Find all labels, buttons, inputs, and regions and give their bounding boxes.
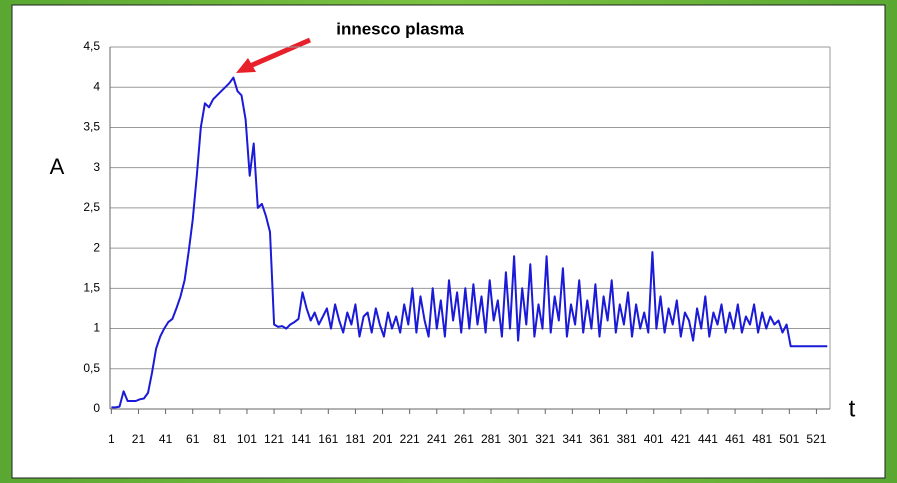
x-tick-label: 401 — [644, 432, 664, 446]
y-tick-label: 4 — [93, 79, 100, 93]
y-tick-label: 4,5 — [83, 39, 100, 53]
y-tick-label: 0,5 — [83, 361, 100, 375]
x-tick-label: 21 — [132, 432, 146, 446]
x-tick-label: 501 — [779, 432, 799, 446]
y-tick-label: 1,5 — [83, 281, 100, 295]
x-tick-label: 421 — [671, 432, 691, 446]
x-tick-label: 41 — [159, 432, 173, 446]
x-tick-label: 181 — [345, 432, 365, 446]
annotation: innesco plasma — [336, 19, 464, 38]
x-tick-label: 461 — [725, 432, 745, 446]
y-tick-label: 3 — [93, 160, 100, 174]
x-tick-label: 101 — [237, 432, 257, 446]
y-tick-label: 2,5 — [83, 200, 100, 214]
y-tick-label: 3,5 — [83, 120, 100, 134]
x-tick-label: 281 — [481, 432, 501, 446]
y-axis-title: A — [50, 154, 65, 179]
x-tick-label: 161 — [318, 432, 338, 446]
arrow-head — [236, 58, 256, 73]
x-tick-label: 1 — [108, 432, 115, 446]
x-tick-label: 441 — [698, 432, 718, 446]
y-tick-label: 1 — [93, 321, 100, 335]
x-tick-label: 81 — [213, 432, 227, 446]
x-tick-label: 241 — [427, 432, 447, 446]
x-tick-label: 481 — [752, 432, 772, 446]
x-tick-label: 61 — [186, 432, 200, 446]
annotation-arrow — [249, 37, 311, 69]
x-tick-label: 361 — [589, 432, 609, 446]
x-tick-label: 201 — [373, 432, 393, 446]
y-tick-label: 0 — [93, 401, 100, 415]
x-tick-label: 321 — [535, 432, 555, 446]
panel — [11, 4, 886, 479]
data-line — [111, 76, 828, 409]
x-tick-label: 141 — [291, 432, 311, 446]
x-tick-label: 121 — [264, 432, 284, 446]
x-tick-label: 381 — [617, 432, 637, 446]
x-tick-label: 521 — [806, 432, 826, 446]
y-tick-label: 2 — [93, 240, 100, 254]
x-tick-label: 301 — [508, 432, 528, 446]
x-tick-label: 221 — [400, 432, 420, 446]
x-tick-label: 341 — [562, 432, 582, 446]
x-axis-title: t — [849, 395, 856, 422]
x-tick-label: 261 — [454, 432, 474, 446]
